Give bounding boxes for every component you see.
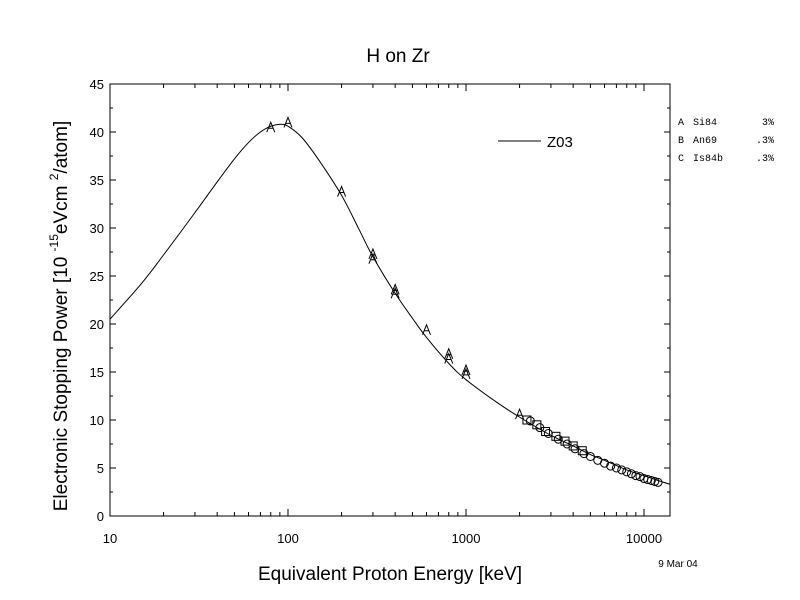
y-tick-label: 30 bbox=[90, 221, 104, 236]
marker-c bbox=[570, 444, 580, 454]
marker-a bbox=[283, 116, 293, 128]
reference-symbol: B bbox=[678, 136, 684, 147]
reference-error: .3% bbox=[756, 154, 774, 165]
marker-b bbox=[551, 431, 561, 441]
marker-c bbox=[643, 475, 653, 485]
chart-title: H on Zr bbox=[366, 46, 430, 67]
x-tick-label: 10000 bbox=[626, 531, 662, 546]
reference-error: 3% bbox=[762, 118, 774, 129]
y-tick-label: 0 bbox=[97, 509, 104, 524]
marker-a bbox=[461, 363, 471, 376]
marker-c bbox=[626, 469, 636, 479]
reference-symbol: A bbox=[678, 118, 684, 129]
x-axis-label: Equivalent Proton Energy [keV] bbox=[258, 564, 522, 585]
x-tick-label: 1000 bbox=[452, 531, 481, 546]
marker-a bbox=[422, 323, 431, 335]
marker-c bbox=[611, 463, 621, 473]
marker-c bbox=[543, 428, 553, 438]
y-axis-label: Electronic Stopping Power [10 -15eVcm 2/… bbox=[47, 121, 72, 512]
reference-name: Si84 bbox=[693, 117, 717, 129]
x-axis: 10 100 1000 10000 bbox=[103, 84, 662, 546]
reference-symbol: C bbox=[678, 154, 684, 165]
marker-b bbox=[522, 415, 532, 425]
x-tick-label: 10 bbox=[103, 531, 117, 546]
date-label: 9 Mar 04 bbox=[658, 559, 698, 570]
y-axis-label-exponent: -15 bbox=[47, 234, 61, 252]
curve-z03 bbox=[109, 123, 671, 485]
marker-b bbox=[532, 420, 542, 430]
legend: Z03 bbox=[498, 134, 573, 151]
marker-c bbox=[606, 461, 616, 471]
data-markers bbox=[266, 116, 663, 487]
x-tick-label: 100 bbox=[277, 531, 299, 546]
marker-c bbox=[553, 434, 563, 444]
reference-name: An69 bbox=[693, 136, 717, 147]
marker-a bbox=[390, 283, 400, 295]
marker-a bbox=[515, 407, 525, 420]
y-tick-label: 45 bbox=[90, 77, 104, 92]
marker-a bbox=[266, 120, 276, 133]
marker-a bbox=[390, 286, 400, 299]
reference-name: Is84b bbox=[693, 153, 723, 165]
marker-c bbox=[600, 458, 610, 468]
marker-a bbox=[337, 185, 347, 197]
y-axis: 0 5 10 15 20 25 30 35 40 45 bbox=[90, 77, 670, 524]
y-tick-label: 20 bbox=[90, 317, 104, 332]
y-tick-label: 40 bbox=[90, 125, 104, 140]
marker-c bbox=[622, 467, 632, 477]
marker-c bbox=[653, 477, 663, 487]
marker-c bbox=[646, 475, 656, 485]
y-tick-label: 15 bbox=[90, 365, 104, 380]
marker-c bbox=[562, 439, 572, 449]
marker-b bbox=[568, 441, 578, 451]
marker-a bbox=[461, 367, 471, 380]
marker-c bbox=[617, 465, 627, 475]
y-axis-label-unit: eVcm bbox=[51, 180, 72, 234]
y-tick-label: 25 bbox=[90, 269, 104, 284]
marker-c bbox=[525, 416, 535, 426]
y-axis-label-squared: 2 bbox=[47, 173, 61, 180]
marker-a bbox=[444, 352, 454, 364]
marker-a bbox=[368, 252, 378, 264]
reference-list: A Si84 3% B An69 .3% C Is84b .3% bbox=[678, 117, 774, 165]
y-axis-label-prefix: Electronic Stopping Power [10 bbox=[51, 251, 72, 511]
marker-c bbox=[585, 451, 595, 461]
y-tick-label: 5 bbox=[97, 461, 104, 476]
reference-error: .3% bbox=[756, 136, 774, 147]
marker-c bbox=[535, 423, 545, 433]
y-tick-label: 10 bbox=[90, 413, 104, 428]
y-tick-label: 35 bbox=[90, 173, 104, 188]
legend-label: Z03 bbox=[547, 134, 573, 151]
marker-c bbox=[631, 471, 641, 481]
marker-b bbox=[560, 436, 570, 446]
y-axis-label-suffix: /atom] bbox=[51, 121, 72, 174]
